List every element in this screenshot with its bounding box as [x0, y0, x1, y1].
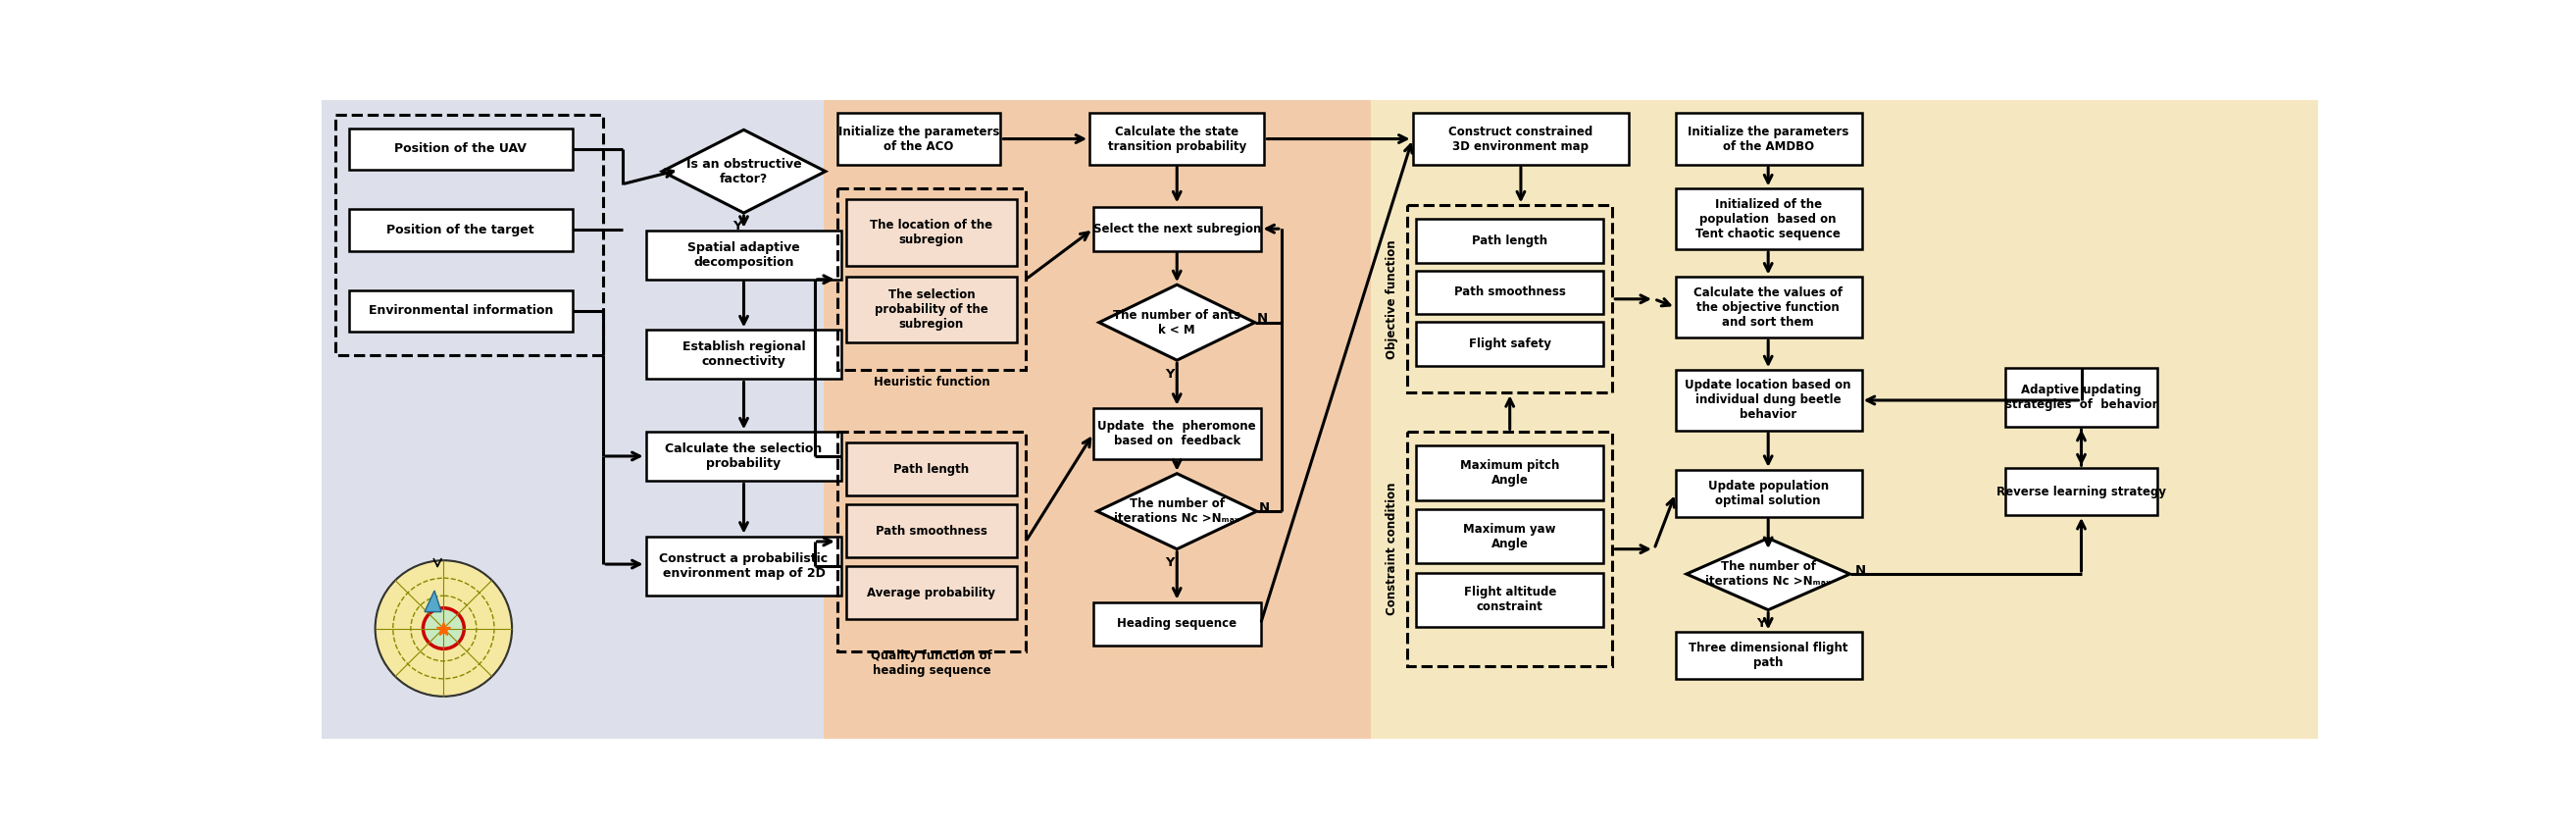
Text: Average probability: Average probability [868, 587, 997, 599]
Text: N: N [1855, 564, 1868, 577]
Text: The number of
iterations Nᴄ >Nₘₐₓ: The number of iterations Nᴄ >Nₘₐₓ [1115, 497, 1239, 525]
Text: Path smoothness: Path smoothness [876, 525, 987, 537]
Circle shape [376, 560, 513, 696]
Text: Initialize the parameters
of the AMDBO: Initialize the parameters of the AMDBO [1687, 125, 1850, 153]
Text: Objective function: Objective function [1386, 239, 1399, 359]
Bar [1674, 370, 1862, 431]
Text: The location of the
subregion: The location of the subregion [871, 219, 992, 247]
Bar [848, 199, 1018, 266]
Text: The number of ants
k < M: The number of ants k < M [1113, 309, 1242, 336]
Text: Y: Y [734, 220, 742, 233]
Text: The number of
iterations Nᴄ >Nₘₐₓ: The number of iterations Nᴄ >Nₘₐₓ [1705, 560, 1832, 588]
Bar [848, 442, 1018, 496]
Circle shape [410, 596, 477, 661]
Bar [647, 536, 842, 595]
Text: Path length: Path length [1471, 235, 1548, 247]
Bar [1370, 100, 2318, 739]
Bar [1417, 509, 1602, 564]
Text: Calculate the selection
probability: Calculate the selection probability [665, 443, 822, 471]
Polygon shape [662, 129, 824, 213]
Text: Environmental information: Environmental information [368, 305, 554, 317]
Bar [647, 330, 842, 379]
Bar [1417, 322, 1602, 365]
Text: Constraint condition: Constraint condition [1386, 482, 1399, 616]
Bar [1092, 408, 1260, 459]
Bar [1092, 602, 1260, 646]
Polygon shape [425, 591, 440, 612]
Bar [1406, 432, 1613, 666]
Bar [1417, 446, 1602, 500]
Text: Adaptive updating
strategies  of  behavior: Adaptive updating strategies of behavior [2004, 383, 2159, 411]
Bar [837, 432, 1025, 651]
Bar [1090, 113, 1265, 164]
Bar [1417, 271, 1602, 314]
Bar [837, 113, 999, 164]
Text: Maximum pitch
Angle: Maximum pitch Angle [1461, 459, 1558, 486]
Bar [837, 188, 1025, 370]
Circle shape [394, 578, 495, 679]
Polygon shape [1100, 285, 1255, 360]
Bar [322, 100, 824, 739]
Bar [2004, 368, 2156, 427]
Text: Spatial adaptive
decomposition: Spatial adaptive decomposition [688, 241, 801, 269]
Text: Position of the UAV: Position of the UAV [394, 143, 528, 155]
Circle shape [422, 608, 464, 649]
Text: N: N [1260, 501, 1270, 514]
Bar [1092, 207, 1260, 251]
Bar [848, 566, 1018, 619]
Text: Is an obstructive
factor?: Is an obstructive factor? [685, 158, 801, 185]
Bar [647, 432, 842, 481]
Text: Calculate the state
transition probability: Calculate the state transition probabili… [1108, 125, 1247, 153]
Text: Position of the target: Position of the target [386, 223, 536, 237]
Bar [848, 505, 1018, 558]
Bar [348, 209, 572, 251]
Bar [1412, 113, 1628, 164]
Text: Update  the  pheromone
based on  feedback: Update the pheromone based on feedback [1097, 420, 1257, 447]
Bar [848, 276, 1018, 343]
Bar [2004, 468, 2156, 515]
Text: Y: Y [1757, 617, 1765, 629]
Bar [1674, 632, 1862, 679]
Bar [1406, 205, 1613, 393]
Text: Update location based on
individual dung beetle
behavior: Update location based on individual dung… [1685, 379, 1852, 422]
Bar [348, 129, 572, 170]
Bar [1674, 113, 1862, 164]
Text: Initialize the parameters
of the ACO: Initialize the parameters of the ACO [837, 125, 999, 153]
Text: Initialized of the
population  based on
Tent chaotic sequence: Initialized of the population based on T… [1695, 198, 1842, 240]
Text: The selection
probability of the
subregion: The selection probability of the subregi… [876, 289, 989, 330]
Polygon shape [1687, 538, 1850, 610]
Text: Quality function of
heading sequence: Quality function of heading sequence [871, 649, 992, 677]
Text: Select the next subregion: Select the next subregion [1092, 222, 1262, 235]
Bar [1417, 219, 1602, 263]
Polygon shape [1097, 474, 1257, 549]
Bar [1674, 470, 1862, 516]
Bar [824, 100, 1370, 739]
Text: Three dimensional flight
path: Three dimensional flight path [1687, 642, 1847, 669]
Text: Y: Y [1164, 368, 1175, 380]
Text: N: N [1257, 312, 1267, 325]
Text: Reverse learning strategy: Reverse learning strategy [1996, 486, 2166, 498]
Bar [1417, 573, 1602, 627]
Bar [1674, 188, 1862, 249]
Text: Update population
optimal solution: Update population optimal solution [1708, 480, 1829, 507]
Text: Establish regional
connectivity: Establish regional connectivity [683, 341, 806, 369]
Bar [348, 290, 572, 331]
Text: Path length: Path length [894, 462, 969, 476]
Text: Calculate the values of
the objective function
and sort them: Calculate the values of the objective fu… [1692, 286, 1842, 329]
Text: Construct constrained
3D environment map: Construct constrained 3D environment map [1448, 125, 1592, 153]
Text: Heading sequence: Heading sequence [1118, 618, 1236, 630]
Text: Flight altitude
constraint: Flight altitude constraint [1463, 586, 1556, 613]
Bar [335, 115, 603, 355]
Text: Heuristic function: Heuristic function [873, 376, 989, 388]
Text: Path smoothness: Path smoothness [1453, 286, 1566, 299]
Bar [1674, 277, 1862, 338]
Text: Construct a probabilistic
environment map of 2D: Construct a probabilistic environment ma… [659, 552, 827, 579]
Bar [647, 230, 842, 280]
Text: Y: Y [1164, 556, 1175, 569]
Text: Flight safety: Flight safety [1468, 337, 1551, 350]
Text: Maximum yaw
Angle: Maximum yaw Angle [1463, 523, 1556, 550]
